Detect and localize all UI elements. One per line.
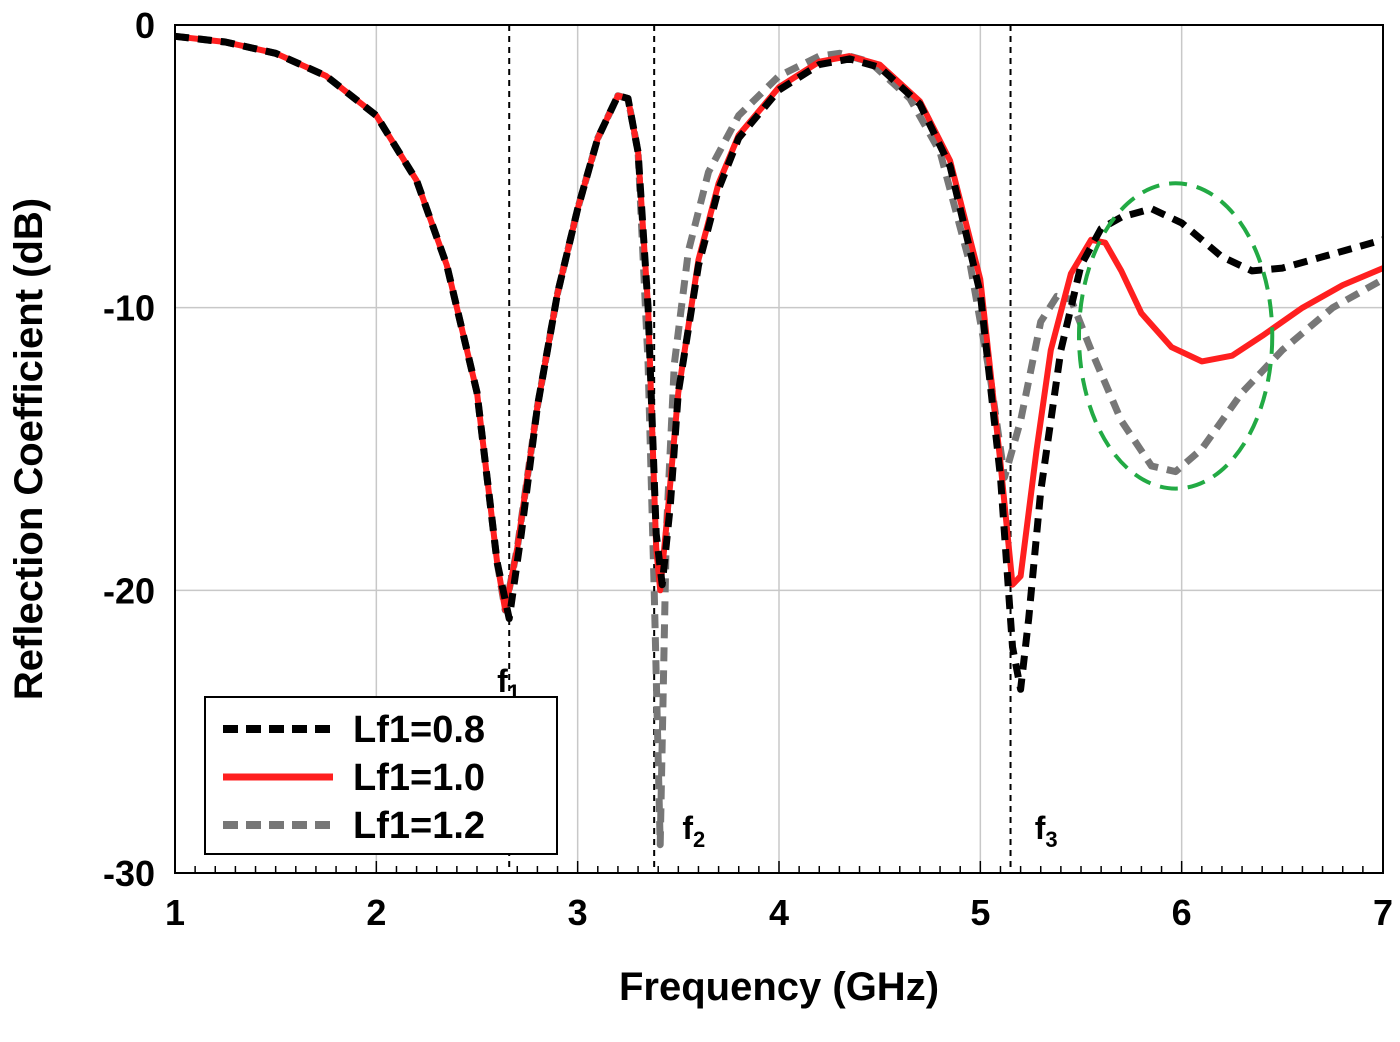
y-tick-label: 0 bbox=[135, 5, 155, 46]
grid bbox=[175, 25, 1383, 873]
y-tick-label: -30 bbox=[103, 853, 155, 894]
series-line-Lf1=0.8 bbox=[174, 32, 1384, 693]
x-tick-label: 1 bbox=[165, 892, 185, 933]
legend-label: Lf1=0.8 bbox=[353, 709, 485, 751]
y-tick-label: -10 bbox=[103, 288, 155, 329]
marker-label-f3: f3 bbox=[1035, 810, 1058, 852]
x-tick-label: 4 bbox=[769, 892, 789, 933]
legend-label: Lf1=1.0 bbox=[353, 757, 485, 799]
x-tick-label: 3 bbox=[568, 892, 588, 933]
highlight-region bbox=[1076, 181, 1275, 491]
series-line-Lf1=1.2 bbox=[174, 32, 1385, 849]
y-tick-label: -20 bbox=[103, 570, 155, 611]
x-tick-label: 6 bbox=[1172, 892, 1192, 933]
data-series bbox=[174, 32, 1385, 849]
plot-frame bbox=[174, 24, 1384, 874]
legend-label: Lf1=1.2 bbox=[353, 805, 485, 847]
x-tick-label: 5 bbox=[970, 892, 990, 933]
x-tick-label: 7 bbox=[1373, 892, 1393, 933]
legend: Lf1=0.8 Lf1=1.0 Lf1=1.2 bbox=[204, 696, 558, 855]
x-axis-title: Frequency (GHz) bbox=[619, 965, 939, 1009]
tick-labels: 1 2 3 4 5 6 7 0 -10 -20 -30 bbox=[103, 5, 1393, 933]
y-axis-title: Reflection Coefficient (dB) bbox=[7, 198, 51, 700]
minor-ticks bbox=[174, 861, 1384, 873]
marker-label-f2: f2 bbox=[682, 810, 705, 852]
x-tick-label: 2 bbox=[366, 892, 386, 933]
highlight-ellipse bbox=[1076, 181, 1275, 491]
